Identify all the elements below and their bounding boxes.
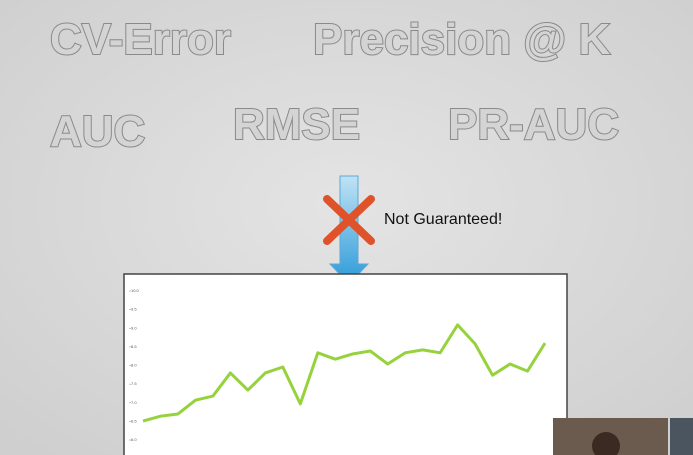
chart: 10.0 9.5 9.0 8.5 8.0 7.5 7.0 6.5 6.0 (129, 288, 547, 442)
metric-text: RMSE (233, 100, 360, 149)
y-tick-label: 9.5 (131, 307, 137, 312)
y-tick-label: 10.0 (131, 288, 140, 293)
metric-text: Precision @ K (313, 15, 610, 64)
y-tick-label: 9.0 (131, 325, 137, 330)
y-tick-label: 7.0 (131, 400, 137, 405)
y-tick-label: 6.5 (131, 418, 137, 423)
webcam-person (592, 432, 620, 455)
y-tick-label: 7.5 (131, 381, 137, 386)
data-line (142, 323, 547, 423)
y-tick-label: 6.0 (131, 437, 137, 442)
note-text: Not Guaranteed! (384, 211, 502, 228)
webcam-view (670, 418, 693, 455)
metric-text: PR-AUC (448, 100, 619, 149)
metric-text: CV-Error (50, 15, 231, 64)
y-tick-label: 8.0 (131, 363, 137, 368)
chart-frame (123, 273, 568, 455)
y-tick-label: 8.5 (131, 344, 137, 349)
cross-mark (323, 195, 375, 245)
metric-text: AUC (50, 107, 145, 156)
